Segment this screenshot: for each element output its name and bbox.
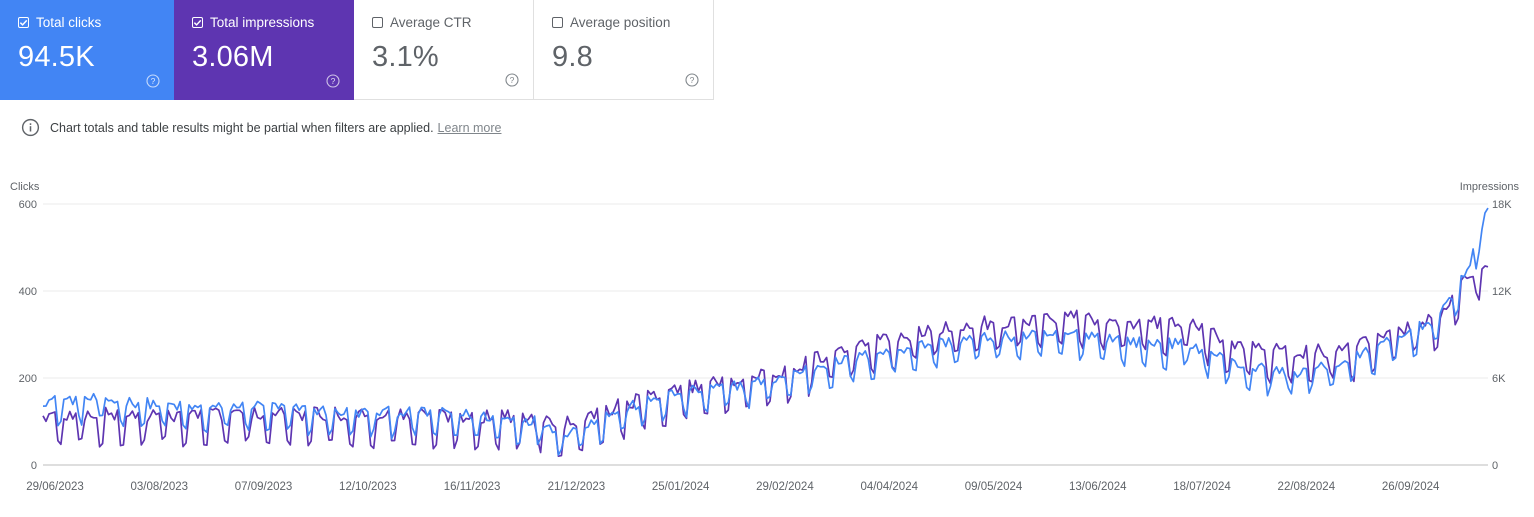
checkbox-icon[interactable] xyxy=(372,16,383,28)
metric-value: 94.5K xyxy=(18,41,95,73)
svg-text:?: ? xyxy=(331,76,336,86)
x-tick-label: 16/11/2023 xyxy=(444,481,501,493)
metric-card-header: Average CTR xyxy=(372,14,515,30)
metric-card-average-position[interactable]: Average position 9.8 ? xyxy=(534,0,714,100)
x-tick-label: 04/04/2024 xyxy=(860,481,918,493)
performance-chart: 0 200 400 600 0 6K 12K 18K Clicks Impressions 29/0… xyxy=(0,170,1534,512)
metric-card-header: Total impressions xyxy=(192,14,336,30)
svg-text:?: ? xyxy=(151,76,156,86)
y-left-axis-title: Clicks xyxy=(10,181,40,193)
metric-label: Average position xyxy=(570,14,671,30)
info-circle-icon xyxy=(21,118,40,137)
x-tick-label: 07/09/2023 xyxy=(235,481,293,493)
x-tick-label: 22/08/2024 xyxy=(1278,481,1336,493)
metric-card-header: Total clicks xyxy=(18,14,156,30)
x-tick-label: 21/12/2023 xyxy=(548,481,606,493)
series-line-impressions xyxy=(42,265,1489,458)
y-left-tick-label: 400 xyxy=(19,286,37,298)
performance-chart-svg: 0 200 400 600 0 6K 12K 18K Clicks Impressions 29/0… xyxy=(10,181,1520,493)
y-left-tick-label: 0 xyxy=(31,460,37,472)
x-tick-label: 29/06/2023 xyxy=(26,481,84,493)
x-tick-label: 12/10/2023 xyxy=(339,481,397,493)
metric-card-total-impressions[interactable]: Total impressions 3.06M ? xyxy=(174,0,354,100)
y-right-axis-title: Impressions xyxy=(1460,181,1520,193)
metric-value: 3.1% xyxy=(372,41,439,73)
learn-more-link[interactable]: Learn more xyxy=(437,120,502,135)
metric-label: Total clicks xyxy=(36,14,102,30)
checkbox-icon[interactable] xyxy=(192,16,203,28)
x-tick-label: 09/05/2024 xyxy=(965,481,1023,493)
x-tick-label: 18/07/2024 xyxy=(1173,481,1231,493)
x-tick-label: 25/01/2024 xyxy=(652,481,710,493)
metric-label: Total impressions xyxy=(210,14,315,30)
series-line-clicks xyxy=(42,207,1489,456)
svg-text:?: ? xyxy=(510,75,515,85)
x-tick-label: 03/08/2023 xyxy=(130,481,188,493)
metric-card-header: Average position xyxy=(552,14,695,30)
metric-card-total-clicks[interactable]: Total clicks 94.5K ? xyxy=(0,0,174,100)
notice-text: Chart totals and table results might be … xyxy=(50,120,434,135)
x-tick-label: 29/02/2024 xyxy=(756,481,814,493)
help-circle-icon[interactable]: ? xyxy=(505,73,519,87)
metric-cards: Total clicks 94.5K ? Total impressions 3… xyxy=(0,0,714,100)
help-circle-icon[interactable]: ? xyxy=(146,74,160,88)
y-right-tick-label: 6K xyxy=(1492,373,1506,385)
metric-value: 3.06M xyxy=(192,41,274,73)
help-circle-icon[interactable]: ? xyxy=(326,74,340,88)
checkbox-icon[interactable] xyxy=(18,16,29,28)
help-circle-icon[interactable]: ? xyxy=(685,73,699,87)
metric-card-average-ctr[interactable]: Average CTR 3.1% ? xyxy=(354,0,534,100)
y-left-tick-label: 600 xyxy=(19,199,37,211)
x-tick-label: 13/06/2024 xyxy=(1069,481,1127,493)
y-right-tick-label: 0 xyxy=(1492,460,1498,472)
svg-text:?: ? xyxy=(690,75,695,85)
metric-label: Average CTR xyxy=(390,14,472,30)
filter-notice: Chart totals and table results might be … xyxy=(21,118,501,137)
checkbox-icon[interactable] xyxy=(552,16,563,28)
x-tick-label: 26/09/2024 xyxy=(1382,481,1440,493)
y-right-tick-label: 18K xyxy=(1492,199,1512,211)
y-right-tick-label: 12K xyxy=(1492,286,1512,298)
metric-value: 9.8 xyxy=(552,41,593,73)
y-left-tick-label: 200 xyxy=(19,373,37,385)
